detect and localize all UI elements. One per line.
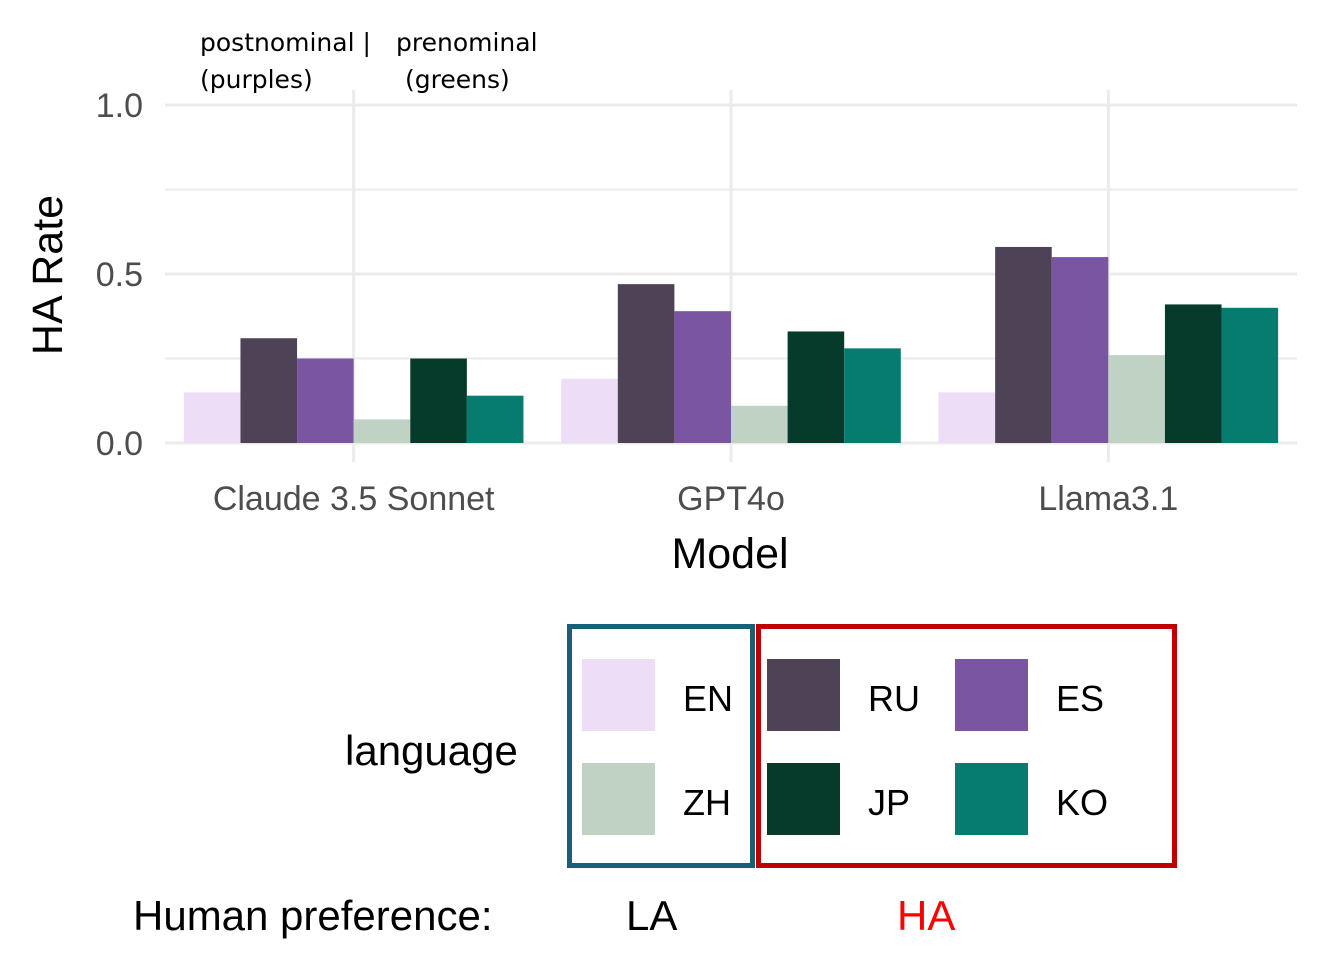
bar-jp-2 — [787, 331, 845, 443]
bar-ko-1 — [466, 395, 524, 443]
bar-en-2 — [561, 378, 618, 443]
bar-en-1 — [183, 392, 241, 443]
legend-swatch-es — [955, 659, 1028, 731]
bar-ru-3 — [995, 246, 1052, 443]
bar-ru-2 — [617, 284, 675, 443]
y-tick-label: 1.0 — [96, 87, 143, 125]
legend-swatch-zh — [582, 763, 655, 835]
legend-swatch-jp — [767, 763, 840, 835]
x-tick-label: GPT4o — [677, 480, 785, 518]
legend-label-ko: KO — [1056, 782, 1109, 823]
annotation-postnominal: postnominal | — [200, 28, 371, 57]
bar-ko-2 — [844, 348, 901, 443]
axis-ticks: 0.0 0.5 1.0 Claude 3.5 Sonnet GPT4o Llama3.1 — [96, 87, 1179, 518]
y-tick-label: 0.0 — [96, 425, 143, 463]
x-tick-label: Claude 3.5 Sonnet — [213, 480, 495, 518]
annotation-prenominal: prenominal — [396, 28, 538, 57]
bar-zh-1 — [353, 419, 411, 443]
la-group-box — [567, 624, 755, 868]
bar-en-3 — [938, 392, 996, 443]
la-label: LA — [626, 892, 678, 939]
bars — [183, 246, 1279, 443]
bar-es-1 — [297, 358, 354, 443]
ha-group-box — [756, 624, 1177, 868]
bar-zh-3 — [1108, 355, 1165, 443]
legend-swatch-en — [582, 659, 655, 731]
bar-es-2 — [674, 311, 731, 443]
legend-label-zh: ZH — [683, 782, 731, 823]
legend-label-es: ES — [1056, 678, 1105, 719]
legend-title: language — [345, 727, 518, 774]
bar-jp-3 — [1164, 304, 1222, 443]
human-preference-label: Human preference: — [133, 892, 493, 939]
ha-label: HA — [897, 892, 956, 939]
annotation-greens: (greens) — [405, 65, 510, 94]
bar-ko-3 — [1221, 307, 1279, 443]
y-tick-label: 0.5 — [96, 256, 143, 294]
legend-label-jp: JP — [868, 782, 911, 823]
bar-jp-1 — [410, 358, 467, 443]
bar-ru-1 — [240, 338, 298, 443]
legend-swatch-ru — [767, 659, 840, 731]
bar-es-3 — [1051, 257, 1109, 443]
legend-swatch-ko — [955, 763, 1028, 835]
x-axis-title: Model — [671, 530, 788, 578]
legend-label-en: EN — [683, 678, 734, 719]
legend-label-ru: RU — [868, 678, 920, 719]
y-axis-title: HA Rate — [24, 195, 72, 355]
bar-zh-2 — [731, 405, 788, 443]
annotation-purples: (purples) — [200, 65, 313, 94]
x-tick-label: Llama3.1 — [1038, 480, 1178, 518]
